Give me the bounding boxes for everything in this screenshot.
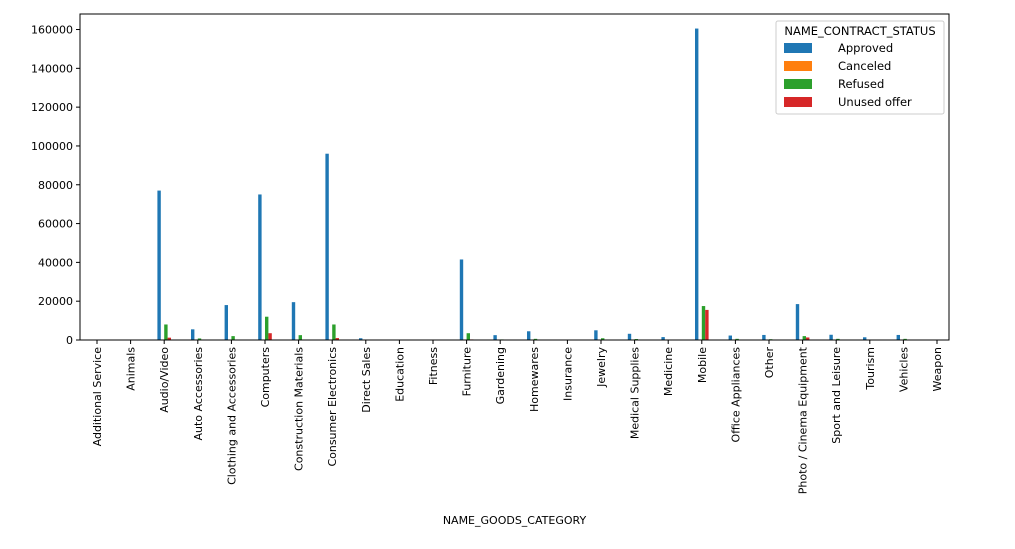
- legend-label: Refused: [838, 77, 884, 91]
- bar: [268, 333, 272, 340]
- bar: [291, 302, 296, 340]
- x-tick-label: Medical Supplies: [629, 347, 642, 439]
- x-tick-label: Vehicles: [897, 347, 910, 392]
- x-axis: Additional Service Animals Audio/Video Auto…: [91, 340, 944, 494]
- legend: NAME_CONTRACT_STATUS Approved Canceled Ref…: [775, 20, 945, 115]
- legend-label: Canceled: [838, 59, 891, 73]
- bar: [167, 337, 171, 340]
- bar: [762, 334, 766, 340]
- x-tick-label: Jewelry: [595, 347, 608, 388]
- bar: [802, 336, 806, 340]
- x-tick-label: Computers: [259, 347, 272, 408]
- bar: [493, 335, 497, 340]
- x-tick-label: Audio/Video: [158, 347, 171, 413]
- legend-label: Approved: [838, 41, 893, 55]
- bar: [466, 333, 470, 340]
- x-tick-label: Direct Sales: [360, 347, 373, 413]
- x-tick-label: Insurance: [561, 347, 574, 401]
- x-tick-label: Sport and Leisure: [830, 347, 843, 444]
- bar: [795, 304, 800, 340]
- bar: [325, 153, 329, 340]
- bar: [695, 28, 699, 341]
- x-tick-label: Office Appliances: [729, 347, 742, 443]
- y-tick-label: 100000: [31, 140, 73, 153]
- bar: [332, 324, 336, 340]
- x-tick-label: Weapon: [931, 347, 944, 391]
- bar: [191, 329, 195, 340]
- bar: [735, 338, 739, 340]
- bar: [661, 337, 665, 340]
- bar: [829, 334, 833, 340]
- x-tick-label: Fitness: [427, 347, 440, 385]
- x-axis-title: NAME_GOODS_CATEGORY: [443, 514, 587, 527]
- bar: [533, 338, 538, 340]
- legend-swatch: [784, 61, 812, 71]
- x-tick-label: Construction Materials: [293, 347, 306, 471]
- bar: [359, 338, 363, 340]
- x-tick-label: Education: [393, 347, 406, 402]
- y-tick-label: 0: [66, 334, 73, 347]
- bar: [258, 194, 262, 340]
- x-tick-label: Gardening: [494, 347, 507, 404]
- x-tick-label: Animals: [125, 347, 138, 391]
- y-tick-label: 80000: [38, 179, 73, 192]
- legend-box: [775, 20, 945, 115]
- bar: [459, 259, 464, 340]
- bar: [298, 335, 302, 340]
- legend-swatch: [784, 97, 812, 107]
- bar: [836, 338, 840, 340]
- bar: [903, 338, 907, 340]
- bar: [806, 337, 810, 340]
- y-tick-label: 60000: [38, 218, 73, 231]
- x-tick-label: Additional Service: [91, 347, 104, 447]
- legend-swatch: [784, 43, 812, 53]
- bar: [601, 338, 605, 340]
- legend-label: Unused offer: [838, 95, 912, 109]
- x-tick-label: Tourism: [864, 347, 877, 391]
- y-tick-label: 160000: [31, 24, 73, 37]
- bar: [863, 337, 867, 340]
- bar: [701, 306, 706, 340]
- x-tick-label: Consumer Electronics: [326, 347, 339, 467]
- bar: [157, 190, 161, 340]
- x-tick-label: Mobile: [696, 347, 709, 383]
- bar: [527, 331, 531, 340]
- y-tick-label: 120000: [31, 101, 73, 114]
- y-tick-label: 40000: [38, 256, 73, 269]
- bar: [164, 324, 168, 340]
- x-tick-label: Homewares: [528, 347, 541, 412]
- y-tick-label: 20000: [38, 295, 73, 308]
- bar: [265, 316, 269, 340]
- x-tick-label: Photo / Cinema Equipment: [797, 346, 810, 494]
- legend-entries: Approved Canceled Refused Unused offer: [784, 41, 912, 109]
- bar: [335, 338, 339, 340]
- bars-layer: [90, 28, 934, 341]
- plot-frame: [79, 13, 950, 341]
- x-tick-label: Other: [763, 347, 776, 379]
- bar: [231, 336, 235, 340]
- y-axis: 0 20000 40000 60000 80000 100000 120000 140000 1…: [31, 24, 80, 347]
- bar: [594, 330, 598, 340]
- x-tick-label: Clothing and Accessories: [225, 347, 238, 485]
- bar: [728, 335, 732, 340]
- x-tick-label: Furniture: [461, 347, 474, 397]
- bar: [197, 338, 202, 340]
- legend-title: NAME_CONTRACT_STATUS: [784, 24, 935, 38]
- x-tick-label: Auto Accessories: [192, 347, 205, 441]
- legend-swatch: [784, 79, 812, 89]
- bar: [627, 333, 632, 340]
- bar: [705, 309, 709, 340]
- x-tick-label: Medicine: [662, 347, 675, 396]
- bar: [896, 334, 900, 340]
- y-tick-label: 140000: [31, 62, 73, 75]
- bar: [224, 305, 228, 340]
